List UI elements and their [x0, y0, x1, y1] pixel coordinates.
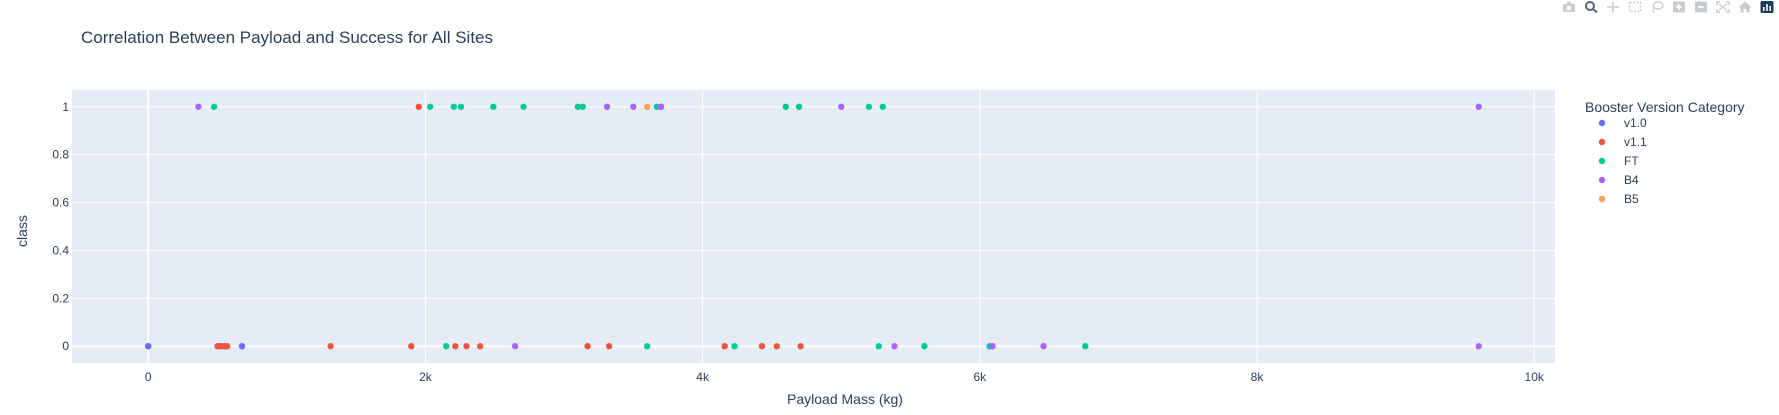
- plotly-logo-icon[interactable]: [1759, 0, 1775, 14]
- point-b4[interactable]: [891, 343, 898, 350]
- legend-item-v1-1[interactable]: v1.1: [1598, 135, 1647, 149]
- zoom-out-icon[interactable]: [1693, 0, 1709, 14]
- point-v1-1[interactable]: [408, 343, 415, 350]
- x-axis-title: Payload Mass (kg): [787, 391, 903, 407]
- x-tick-label: 0: [145, 370, 152, 384]
- point-ft[interactable]: [865, 103, 873, 110]
- legend-marker-b4: [1598, 176, 1606, 184]
- pan-icon[interactable]: [1605, 0, 1621, 14]
- legend-marker-ft: [1598, 157, 1606, 165]
- point-b4[interactable]: [511, 343, 519, 350]
- point-v1-1[interactable]: [476, 343, 484, 350]
- point-v1-1[interactable]: [584, 343, 591, 350]
- x-tick-label: 6k: [973, 370, 987, 384]
- point-ft[interactable]: [457, 103, 465, 110]
- point-b4[interactable]: [989, 343, 996, 350]
- point-v1-1[interactable]: [224, 343, 231, 350]
- y-tick-label: 0.2: [52, 291, 69, 305]
- legend-marker-v1-1: [1598, 138, 1606, 146]
- point-b4[interactable]: [1475, 343, 1482, 350]
- home-icon[interactable]: [1737, 0, 1753, 14]
- point-b4[interactable]: [195, 103, 202, 110]
- point-ft[interactable]: [921, 343, 928, 350]
- legend-title: Booster Version Category: [1585, 99, 1745, 115]
- point-b4[interactable]: [838, 103, 845, 110]
- point-b5[interactable]: [643, 103, 651, 110]
- y-tick-label: 0.6: [52, 196, 69, 210]
- x-tick-label: 4k: [696, 370, 710, 384]
- point-v1-1[interactable]: [721, 343, 728, 350]
- point-ft[interactable]: [443, 343, 450, 350]
- point-b4[interactable]: [1040, 343, 1047, 350]
- y-tick-label: 1: [62, 100, 69, 114]
- point-b4[interactable]: [1475, 103, 1482, 110]
- point-v1-0[interactable]: [145, 343, 152, 350]
- point-v1-1[interactable]: [773, 343, 780, 350]
- y-tick-label: 0.4: [52, 243, 69, 257]
- point-v1-1[interactable]: [415, 103, 422, 110]
- point-ft[interactable]: [579, 103, 587, 110]
- point-v1-1[interactable]: [452, 343, 459, 350]
- legend-marker-b5: [1598, 195, 1606, 203]
- legend-item-ft[interactable]: FT: [1598, 154, 1640, 168]
- point-v1-0[interactable]: [238, 343, 246, 350]
- camera-icon[interactable]: [1561, 0, 1577, 14]
- x-tick-label: 8k: [1251, 370, 1265, 384]
- y-axis-title: class: [14, 215, 30, 247]
- legend-item-b5[interactable]: B5: [1598, 192, 1639, 206]
- point-ft[interactable]: [1082, 343, 1089, 350]
- point-ft[interactable]: [520, 103, 527, 110]
- modebar: [1561, 0, 1775, 14]
- zoom-in-icon[interactable]: [1671, 0, 1687, 14]
- point-ft[interactable]: [574, 103, 582, 110]
- point-v1-1[interactable]: [797, 343, 804, 350]
- point-ft[interactable]: [426, 103, 434, 110]
- legend-item-v1-0[interactable]: v1.0: [1598, 116, 1647, 130]
- grid: [72, 90, 1555, 363]
- x-tick-label: 2k: [419, 370, 433, 384]
- point-ft[interactable]: [210, 103, 218, 110]
- point-v1-1[interactable]: [605, 343, 613, 350]
- y-tick-label: 0: [62, 339, 69, 353]
- lasso-icon[interactable]: [1649, 0, 1665, 14]
- zoom-icon[interactable]: [1583, 0, 1599, 14]
- point-ft[interactable]: [450, 103, 458, 110]
- point-v1-1[interactable]: [327, 343, 334, 350]
- point-ft[interactable]: [782, 103, 789, 110]
- legend-label: v1.1: [1624, 135, 1647, 149]
- point-ft[interactable]: [875, 343, 882, 350]
- point-b4[interactable]: [657, 103, 664, 110]
- point-b4[interactable]: [603, 103, 611, 110]
- legend-label: B5: [1624, 192, 1639, 206]
- point-b4[interactable]: [630, 103, 637, 110]
- point-v1-1[interactable]: [758, 343, 766, 350]
- autoscale-icon[interactable]: [1715, 0, 1731, 14]
- data-points: [145, 103, 1482, 350]
- plot-area: [72, 90, 1555, 363]
- point-v1-1[interactable]: [463, 343, 470, 350]
- legend-marker-v1-0: [1598, 119, 1606, 127]
- legend-label: B4: [1624, 173, 1639, 187]
- x-tick-label: 10k: [1525, 370, 1545, 384]
- point-ft[interactable]: [490, 103, 497, 110]
- box-select-icon[interactable]: [1627, 0, 1643, 14]
- legend: v1.0 v1.1 FT B4 B5: [1598, 116, 1647, 206]
- tick-labels: 0 2k 4k 6k 8k 10k 0 0.2 0.4 0.6 0.8 1: [52, 100, 1545, 384]
- legend-item-b4[interactable]: B4: [1598, 173, 1639, 187]
- legend-label: FT: [1624, 154, 1639, 168]
- point-ft[interactable]: [643, 343, 651, 350]
- chart-title: Correlation Between Payload and Success …: [81, 28, 493, 47]
- point-ft[interactable]: [795, 103, 803, 110]
- legend-label: v1.0: [1624, 116, 1647, 130]
- point-ft[interactable]: [731, 343, 738, 350]
- point-ft[interactable]: [879, 103, 886, 110]
- y-tick-label: 0.8: [52, 148, 69, 162]
